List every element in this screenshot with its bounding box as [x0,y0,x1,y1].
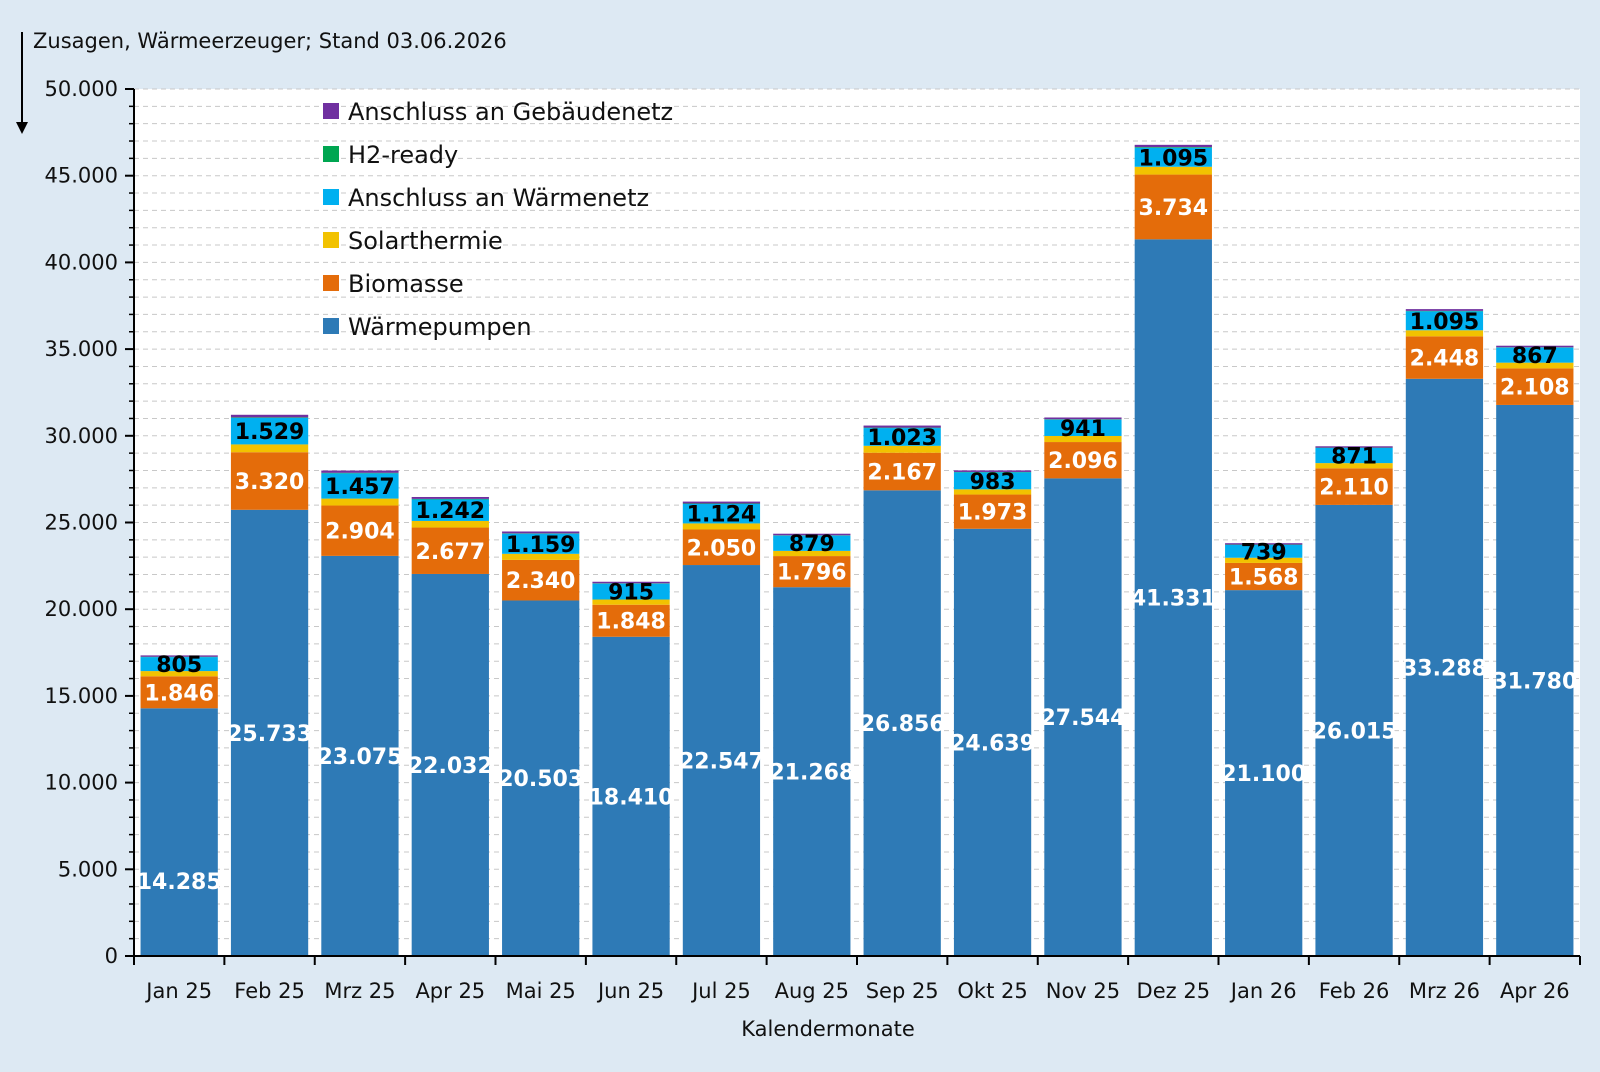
legend-label: Anschluss an Gebäudenetz [348,98,673,126]
x-tick-label: Mrz 25 [324,979,395,1003]
bar-segment [141,708,218,956]
data-label: 983 [970,470,1016,495]
data-label: 24.639 [950,731,1035,756]
data-label: 33.288 [1402,656,1487,681]
data-label: 2.340 [506,569,576,594]
arrow-down-icon [16,122,28,134]
legend-label: Solarthermie [348,227,503,255]
legend-label: Biomasse [348,270,464,298]
data-label: 23.075 [317,745,402,770]
data-label: 1.095 [1139,146,1209,171]
x-tick-label: Apr 26 [1500,979,1570,1003]
x-tick-label: Mai 25 [506,979,576,1003]
legend-label: Wärmepumpen [348,313,532,341]
data-label: 1.095 [1410,310,1480,335]
data-label: 14.285 [137,870,222,895]
y-tick-label: 45.000 [45,164,118,188]
x-tick-label: Aug 25 [775,979,849,1003]
x-tick-label: Jan 25 [144,979,212,1003]
data-label: 26.015 [1312,719,1397,744]
data-label: 1.848 [596,610,666,635]
data-label: 871 [1331,445,1377,470]
y-tick-label: 25.000 [45,511,118,535]
bar-segment [231,417,308,418]
data-label: 2.904 [325,520,395,545]
data-label: 2.108 [1500,376,1570,401]
x-tick-label: Jul 25 [690,979,751,1003]
chart-title: Zusagen, Wärmeerzeuger; Stand 03.06.2026 [33,29,507,53]
data-label: 805 [156,653,202,678]
legend-swatch [323,275,339,291]
x-tick-label: Feb 25 [234,979,305,1003]
x-tick-label: Jun 25 [596,979,664,1003]
data-label: 27.544 [1040,706,1125,731]
data-label: 2.677 [416,540,486,565]
data-label: 3.320 [235,470,305,495]
bar-segment [231,415,308,418]
data-label: 26.856 [860,712,945,737]
bar-segment [321,473,398,474]
x-axis-title: Kalendermonate [741,1017,915,1041]
data-label: 867 [1512,344,1558,369]
data-label: 1.457 [325,475,395,500]
legend-label: H2-ready [348,141,458,169]
data-label: 21.268 [769,761,854,786]
x-tick-label: Jan 26 [1229,979,1297,1003]
y-tick-label: 0 [105,944,118,968]
y-tick-label: 20.000 [45,597,118,621]
data-label: 22.032 [408,754,493,779]
bar-segment [231,444,308,452]
data-label: 739 [1241,540,1287,565]
data-label: 1.023 [867,426,937,451]
data-label: 879 [789,532,835,557]
data-label: 1.159 [506,533,576,558]
data-label: 31.780 [1492,669,1577,694]
y-tick-label: 5.000 [58,857,118,881]
legend-label: Anschluss an Wärmenetz [348,184,649,212]
x-tick-label: Nov 25 [1046,979,1120,1003]
data-label: 1.846 [144,681,214,706]
data-label: 25.733 [227,722,312,747]
data-label: 41.331 [1131,587,1216,612]
x-tick-label: Mrz 26 [1409,979,1480,1003]
y-tick-label: 50.000 [45,77,118,101]
legend-swatch [323,189,339,205]
y-tick-label: 35.000 [45,337,118,361]
data-label: 18.410 [589,785,674,810]
data-label: 21.100 [1221,762,1306,787]
data-label: 2.096 [1048,449,1118,474]
data-label: 1.242 [416,499,486,524]
legend-swatch [323,318,339,334]
y-tick-label: 30.000 [45,424,118,448]
data-label: 915 [608,581,654,606]
data-label: 1.529 [235,420,305,445]
legend-swatch [323,103,339,119]
data-label: 2.110 [1319,476,1389,501]
data-label: 941 [1060,417,1106,442]
x-tick-label: Feb 26 [1319,979,1390,1003]
y-tick-label: 10.000 [45,771,118,795]
x-tick-label: Sep 25 [866,979,939,1003]
bar-segment [321,471,398,473]
legend-swatch [323,146,339,162]
data-label: 3.734 [1139,196,1209,221]
data-label: 1.973 [958,501,1028,526]
data-label: 1.796 [777,561,847,586]
x-tick-label: Dez 25 [1137,979,1211,1003]
x-tick-label: Okt 25 [957,979,1027,1003]
legend-swatch [323,232,339,248]
data-label: 22.547 [679,750,764,775]
data-label: 2.050 [687,536,757,561]
y-tick-label: 15.000 [45,684,118,708]
data-label: 1.568 [1229,566,1299,591]
data-label: 1.124 [687,503,757,528]
data-label: 20.503 [498,767,583,792]
data-label: 2.167 [867,461,937,486]
y-tick-label: 40.000 [45,250,118,274]
data-label: 2.448 [1410,347,1480,372]
x-tick-label: Apr 25 [415,979,485,1003]
